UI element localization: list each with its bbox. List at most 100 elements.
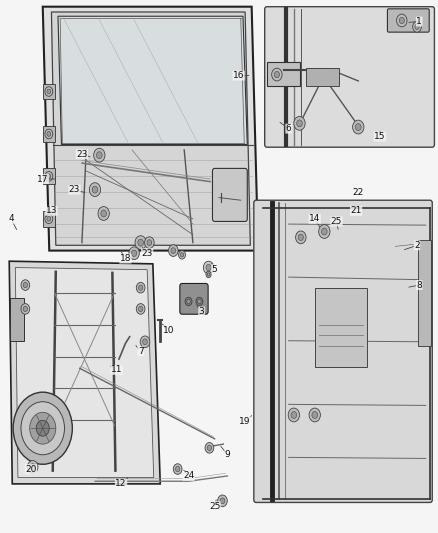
Circle shape (23, 282, 28, 288)
Circle shape (47, 132, 51, 136)
Text: 13: 13 (46, 206, 57, 215)
Bar (418, 240, 431, 346)
FancyBboxPatch shape (212, 168, 247, 221)
Text: 23: 23 (141, 249, 153, 258)
Circle shape (98, 207, 110, 220)
Bar (43, 84, 55, 100)
Circle shape (176, 466, 180, 472)
Text: 25: 25 (331, 217, 342, 226)
Circle shape (207, 273, 210, 276)
Circle shape (47, 216, 51, 221)
Bar (43, 126, 55, 142)
Circle shape (23, 306, 28, 312)
Circle shape (415, 24, 419, 29)
Circle shape (206, 264, 211, 271)
Circle shape (353, 120, 364, 134)
Circle shape (101, 210, 106, 217)
Text: 16: 16 (233, 71, 244, 80)
Circle shape (312, 411, 318, 418)
Polygon shape (15, 268, 154, 478)
Circle shape (207, 445, 212, 450)
Circle shape (21, 402, 64, 455)
Bar (306, 68, 339, 86)
Text: 6: 6 (286, 124, 292, 133)
Circle shape (396, 14, 407, 27)
Circle shape (185, 297, 192, 306)
Circle shape (356, 124, 361, 131)
Circle shape (171, 248, 176, 254)
Text: 20: 20 (25, 465, 37, 473)
Circle shape (196, 297, 203, 306)
Circle shape (140, 336, 150, 348)
Text: 9: 9 (225, 450, 230, 459)
Circle shape (321, 228, 327, 235)
Text: 11: 11 (111, 366, 123, 374)
Bar (267, 62, 300, 86)
Circle shape (274, 71, 279, 78)
Text: 4: 4 (8, 214, 14, 223)
Circle shape (220, 498, 225, 504)
Text: 1: 1 (417, 17, 422, 26)
Circle shape (187, 300, 190, 304)
Circle shape (169, 245, 178, 256)
Circle shape (143, 339, 148, 345)
Text: 19: 19 (239, 417, 251, 426)
Text: 25: 25 (209, 502, 220, 511)
Text: 17: 17 (37, 174, 49, 183)
Text: 10: 10 (163, 326, 175, 335)
Circle shape (13, 392, 72, 464)
FancyBboxPatch shape (254, 200, 432, 503)
Bar (10, 298, 24, 341)
Circle shape (288, 408, 300, 422)
Circle shape (298, 234, 304, 240)
FancyBboxPatch shape (388, 9, 429, 32)
Circle shape (173, 464, 182, 474)
Circle shape (135, 236, 146, 249)
Circle shape (30, 464, 35, 470)
Circle shape (136, 304, 145, 314)
Circle shape (136, 282, 145, 293)
Circle shape (28, 461, 38, 473)
Text: 14: 14 (309, 214, 321, 223)
Circle shape (92, 186, 98, 193)
Text: 2: 2 (414, 241, 420, 250)
Circle shape (138, 239, 144, 246)
Text: 18: 18 (120, 254, 131, 263)
Circle shape (179, 251, 185, 259)
Bar (43, 211, 55, 227)
Circle shape (319, 224, 330, 238)
Circle shape (138, 285, 143, 290)
FancyBboxPatch shape (180, 284, 208, 314)
Text: 7: 7 (138, 347, 144, 356)
Circle shape (129, 247, 139, 260)
Circle shape (45, 172, 53, 181)
Text: 12: 12 (115, 479, 127, 488)
Polygon shape (58, 16, 247, 144)
Circle shape (138, 306, 143, 312)
Circle shape (180, 253, 184, 257)
Circle shape (147, 240, 152, 246)
Circle shape (131, 250, 137, 256)
Circle shape (94, 148, 105, 162)
Circle shape (89, 183, 101, 197)
Polygon shape (51, 12, 251, 245)
Text: 22: 22 (353, 188, 364, 197)
Circle shape (21, 304, 30, 314)
Circle shape (145, 237, 154, 248)
Circle shape (296, 231, 306, 244)
Text: 21: 21 (350, 206, 362, 215)
Text: 8: 8 (417, 280, 422, 289)
Circle shape (297, 120, 302, 127)
Bar (43, 168, 55, 184)
Circle shape (47, 174, 51, 179)
Circle shape (47, 89, 51, 94)
Circle shape (218, 495, 227, 507)
Text: 5: 5 (212, 265, 218, 273)
Circle shape (21, 280, 30, 290)
Circle shape (309, 408, 321, 422)
Circle shape (96, 152, 102, 159)
Circle shape (203, 261, 214, 274)
Circle shape (272, 68, 282, 81)
Circle shape (294, 116, 305, 130)
Text: 15: 15 (374, 132, 386, 141)
